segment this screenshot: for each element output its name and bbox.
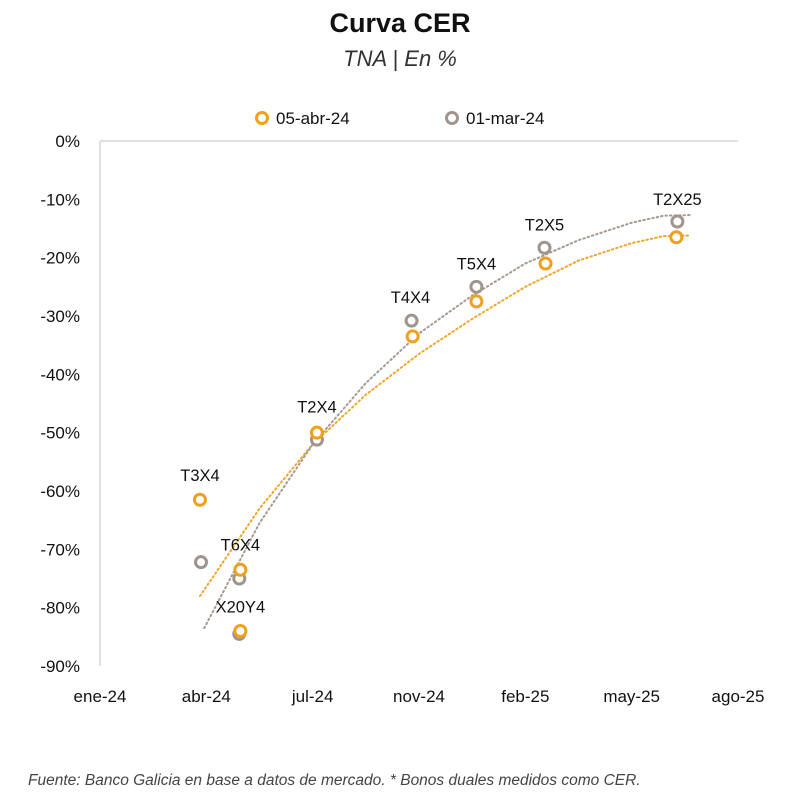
bond-label: T4X4 [391, 289, 430, 307]
y-tick-label: -90% [40, 657, 80, 676]
data-point [670, 214, 685, 229]
data-point [194, 555, 209, 570]
data-points [192, 214, 685, 641]
bond-label: T2X25 [653, 191, 702, 209]
x-tick-label: jul-24 [291, 687, 334, 706]
chart-title: Curva CER [329, 8, 471, 38]
data-point [537, 240, 552, 255]
x-tick-label: may-25 [603, 687, 660, 706]
y-tick-label: 0% [55, 132, 80, 151]
x-tick-label: nov-24 [393, 687, 445, 706]
y-tick-label: -50% [40, 424, 80, 443]
data-point [309, 425, 324, 440]
data-point [538, 256, 553, 271]
data-point [233, 624, 248, 638]
legend-marker [445, 111, 459, 125]
bond-label: T2X4 [297, 398, 336, 416]
bond-label: T3X4 [180, 467, 219, 485]
data-point [233, 562, 248, 577]
point-labels: T3X4 T6X4 X20Y4 T2X4 T4X4 T5X4 T2X5 T2X25 [180, 191, 701, 616]
bond-label: T5X4 [457, 255, 496, 273]
y-tick-label: -80% [40, 599, 80, 618]
chart-axes: 0% -10% -20% -30% -40% -50% -60% -70% -80% -90% en… [40, 132, 764, 706]
y-tick-label: -60% [40, 482, 80, 501]
bond-label: X20Y4 [216, 598, 266, 616]
y-tick-label: -10% [40, 190, 80, 209]
data-point [669, 230, 684, 245]
legend-label: 05-abr-24 [276, 109, 350, 128]
trend-line [203, 214, 692, 630]
trend-lines [199, 214, 692, 630]
data-point [405, 329, 420, 344]
bond-label: T6X4 [221, 537, 260, 555]
x-tick-label: ene-24 [74, 687, 127, 706]
chart-legend: 05-abr-24 01-mar-24 [255, 109, 544, 128]
data-point [404, 313, 419, 328]
y-tick-label: -30% [40, 307, 80, 326]
x-tick-label: ago-25 [712, 687, 765, 706]
trend-line [199, 234, 692, 597]
chart-subtitle: TNA | En % [343, 46, 457, 71]
bond-label: T2X5 [525, 216, 564, 234]
source-note: Fuente: Banco Galicia en base a datos de… [28, 772, 641, 789]
data-point [192, 492, 207, 507]
y-tick-label: -40% [40, 365, 80, 384]
data-point [469, 294, 484, 309]
data-point [469, 279, 484, 294]
legend-marker [255, 111, 269, 125]
x-tick-label: abr-24 [182, 687, 231, 706]
x-tick-label: feb-25 [501, 687, 549, 706]
legend-label: 01-mar-24 [466, 109, 544, 128]
y-tick-label: -70% [40, 540, 80, 559]
y-tick-label: -20% [40, 249, 80, 268]
